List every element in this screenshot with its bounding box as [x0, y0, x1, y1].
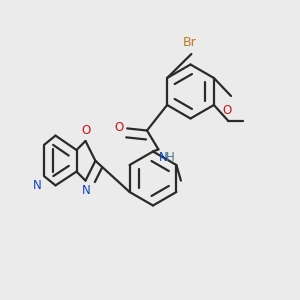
Text: Br: Br [183, 36, 197, 49]
Text: N: N [82, 184, 91, 197]
Text: O: O [114, 121, 123, 134]
Text: O: O [223, 104, 232, 117]
Text: N: N [33, 179, 41, 192]
Text: O: O [82, 124, 91, 137]
Text: N: N [159, 151, 168, 164]
Text: H: H [166, 151, 175, 164]
